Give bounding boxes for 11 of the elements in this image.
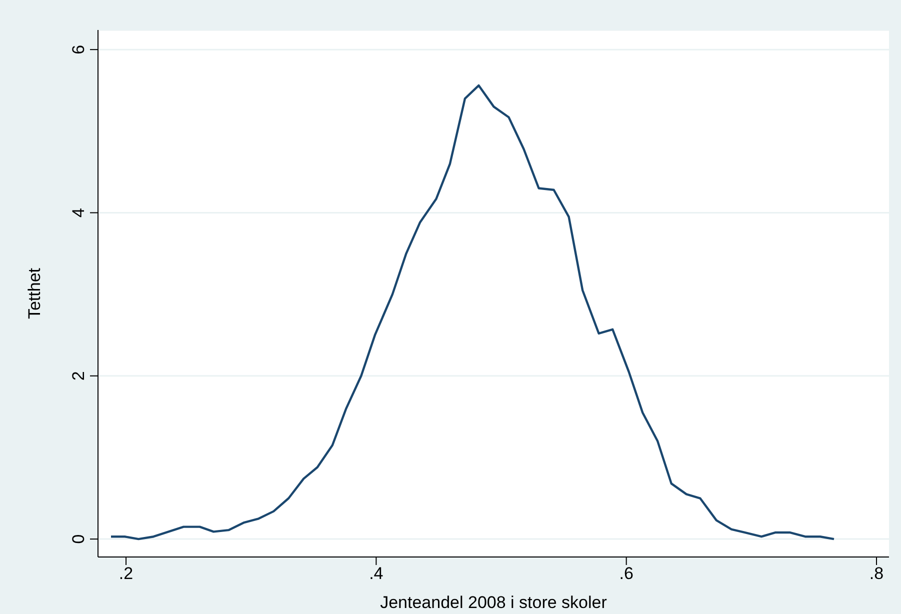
y-tick-label: 0 <box>69 534 88 544</box>
line-series <box>110 84 836 540</box>
y-tick-label: 2 <box>69 371 88 381</box>
x-tick-label: .2 <box>118 564 134 584</box>
x-axis-title: Jenteandel 2008 i store skoler <box>380 593 608 612</box>
x-tick-label: .6 <box>619 564 634 584</box>
x-tick-label: .4 <box>369 564 384 584</box>
y-tick-label: 6 <box>69 44 88 54</box>
x-tick-label: .8 <box>869 564 884 584</box>
y-axis-title: Tetthet <box>25 268 44 320</box>
y-tick-label: 4 <box>69 208 88 218</box>
